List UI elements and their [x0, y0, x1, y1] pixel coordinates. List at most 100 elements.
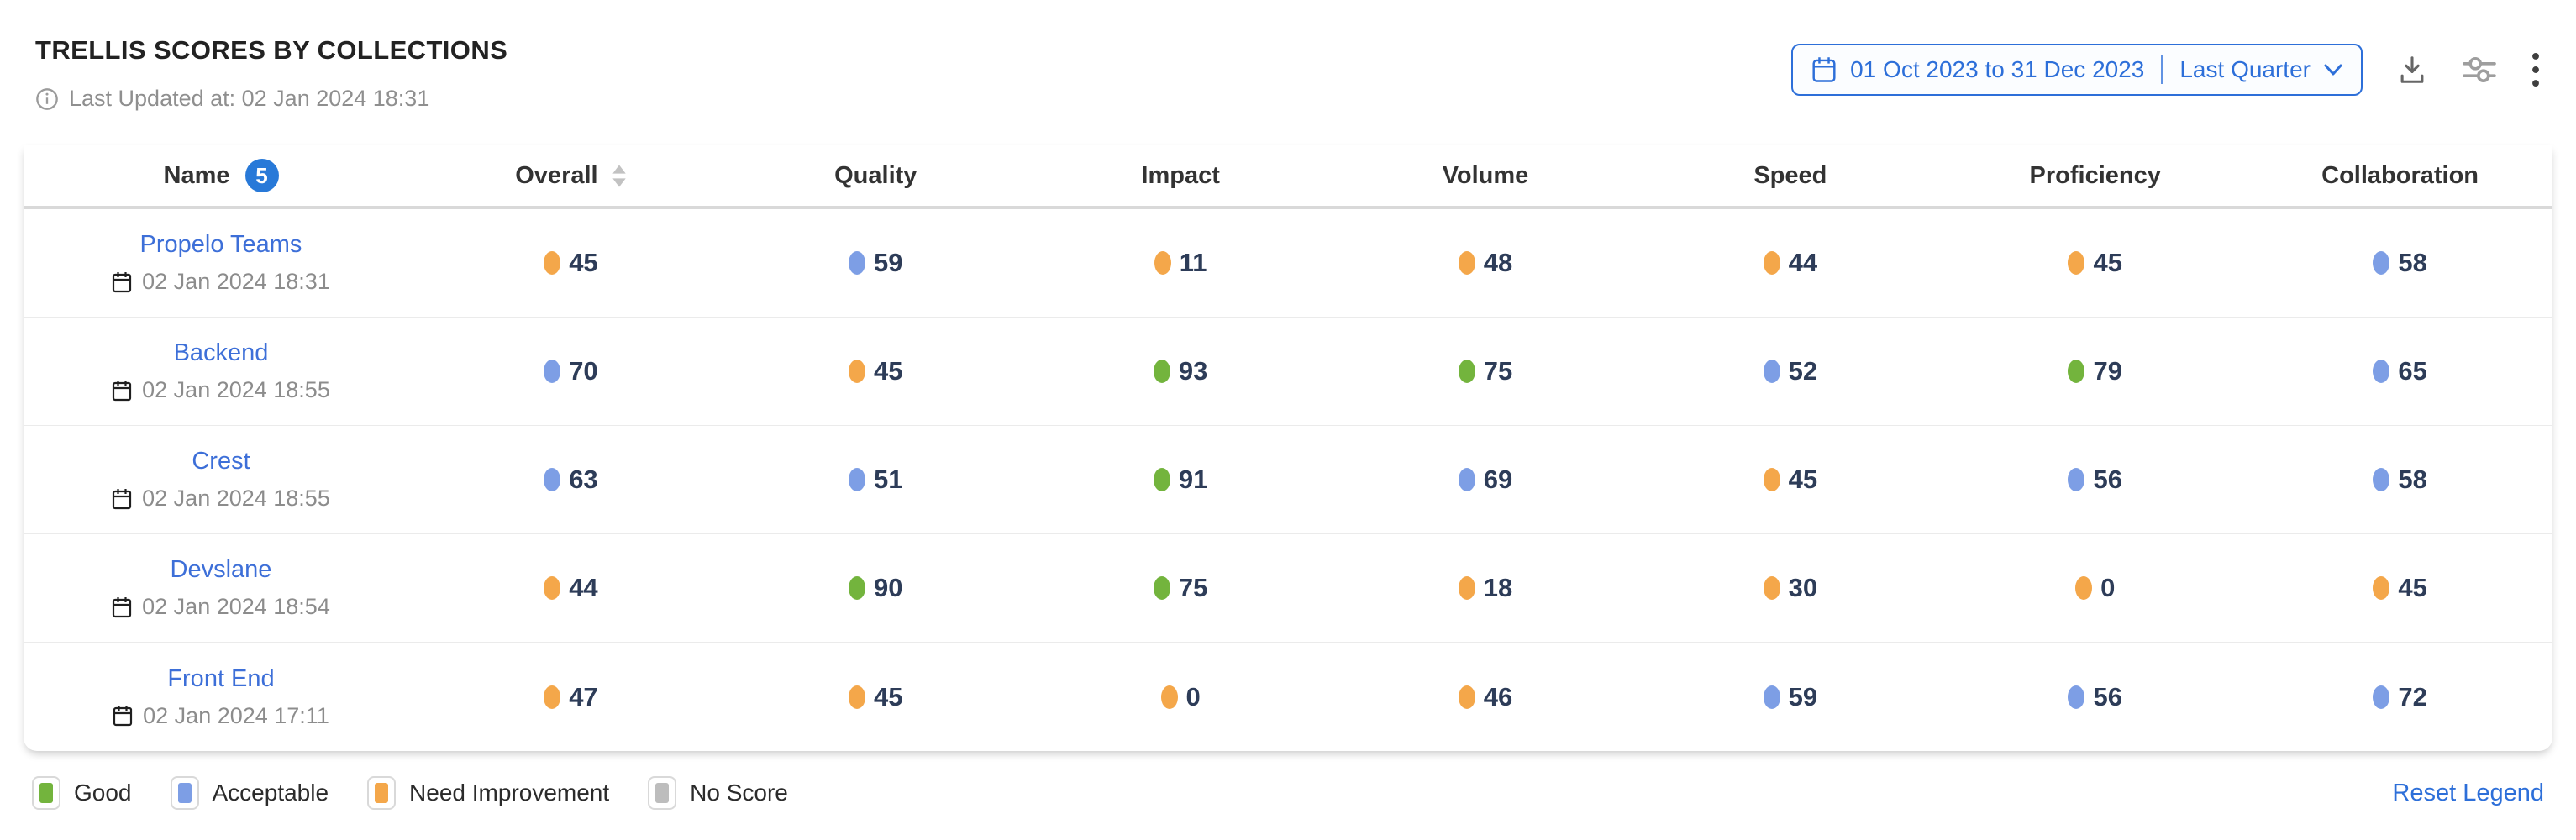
score-cell: 59 [1638, 643, 1943, 751]
column-label-collaboration: Collaboration [2321, 161, 2479, 189]
row-updated: 02 Jan 2024 17:11 [143, 702, 329, 728]
score-value: 11 [1179, 248, 1207, 277]
row-updated: 02 Jan 2024 18:55 [142, 486, 330, 511]
info-icon[interactable] [35, 87, 59, 111]
score-dot [1763, 468, 1780, 491]
date-range-text: 01 Oct 2023 to 31 Dec 2023 [1850, 56, 2145, 82]
score-value: 45 [569, 248, 598, 277]
table-row: Devslane 02 Jan 2024 18:54 44 90 75 18 30 0 45 [24, 534, 2552, 643]
date-range-picker[interactable]: 01 Oct 2023 to 31 Dec 2023 Last Quarter [1791, 44, 2363, 96]
score-value: 47 [569, 681, 598, 711]
column-header-quality: Quality [723, 145, 1028, 206]
score-cell: 56 [1943, 643, 2247, 751]
score-cell: 45 [723, 643, 1028, 751]
page-title: TRELLIS SCORES BY COLLECTIONS [35, 35, 508, 65]
score-dot [544, 360, 561, 383]
widget-header: TRELLIS SCORES BY COLLECTIONS Last Updat… [24, 0, 2552, 117]
name-cell: Devslane 02 Jan 2024 18:54 [24, 534, 418, 642]
score-value: 65 [2398, 356, 2427, 386]
score-dot [2068, 251, 2085, 275]
collection-link[interactable]: Crest [192, 448, 250, 475]
score-dot [849, 468, 866, 491]
column-label-quality: Quality [834, 161, 917, 189]
column-header-collaboration: Collaboration [2247, 145, 2552, 206]
legend-swatch-fill [375, 783, 389, 803]
table-header-row: Name 5 Overall Quality Impact Volume Spe… [24, 145, 2552, 209]
table-row: Propelo Teams 02 Jan 2024 18:31 45 59 11 48… [24, 209, 2552, 318]
legend-swatch [170, 776, 199, 810]
table-body: Propelo Teams 02 Jan 2024 18:31 45 59 11 48… [24, 209, 2552, 751]
column-header-impact: Impact [1028, 145, 1333, 206]
row-updated-line: 02 Jan 2024 18:55 [112, 486, 330, 512]
score-dot [1458, 576, 1475, 600]
score-cell: 48 [1333, 209, 1638, 317]
score-cell: 46 [1333, 643, 1638, 751]
score-cell: 58 [2247, 426, 2552, 533]
score-value: 44 [569, 573, 598, 602]
score-value: 52 [1788, 356, 1818, 386]
score-cell: 44 [418, 534, 723, 642]
collection-link[interactable]: Backend [173, 339, 269, 366]
score-dot [544, 468, 561, 491]
column-label-impact: Impact [1141, 161, 1220, 189]
score-dot [2075, 576, 2093, 600]
score-value: 45 [874, 356, 903, 386]
legend-label: Good [74, 780, 132, 806]
reset-legend-link[interactable]: Reset Legend [2392, 779, 2544, 806]
score-value: 46 [1483, 681, 1513, 711]
score-cell: 45 [723, 318, 1028, 425]
score-dot [544, 251, 561, 275]
column-label-name: Name [163, 161, 230, 189]
score-dot [2068, 360, 2085, 383]
row-updated: 02 Jan 2024 18:55 [142, 377, 330, 402]
legend-item-no-score[interactable]: No Score [648, 776, 788, 810]
score-cell: 79 [1943, 318, 2247, 425]
legend-item-good[interactable]: Good [32, 776, 132, 810]
collection-link[interactable]: Devslane [170, 556, 272, 583]
column-label-proficiency: Proficiency [2029, 161, 2161, 189]
legend-label: Acceptable [212, 780, 329, 806]
legend-item-acceptable[interactable]: Acceptable [170, 776, 329, 810]
name-cell: Front End 02 Jan 2024 17:11 [24, 643, 418, 751]
score-cell: 52 [1638, 318, 1943, 425]
last-updated-text: Last Updated at: 02 Jan 2024 18:31 [69, 86, 430, 111]
row-updated-line: 02 Jan 2024 18:54 [112, 594, 330, 620]
collection-link[interactable]: Propelo Teams [139, 231, 302, 258]
score-cell: 91 [1028, 426, 1333, 533]
score-dot [849, 360, 866, 383]
calendar-icon [112, 596, 132, 618]
score-dot [2068, 468, 2085, 491]
table-row: Crest 02 Jan 2024 18:55 63 51 91 69 45 56 58 [24, 426, 2552, 534]
score-dot [849, 251, 866, 275]
row-updated: 02 Jan 2024 18:31 [142, 269, 330, 294]
chevron-down-icon [2324, 64, 2342, 76]
legend-swatch [367, 776, 397, 810]
score-cell: 56 [1943, 426, 2247, 533]
score-value: 51 [874, 465, 903, 494]
score-cell: 63 [418, 426, 723, 533]
legend-bar: Good Acceptable Need Improvement No Score Re… [24, 751, 2552, 810]
score-cell: 51 [723, 426, 1028, 533]
scores-table: Name 5 Overall Quality Impact Volume Spe… [24, 145, 2552, 751]
score-value: 58 [2398, 465, 2427, 494]
sort-icon[interactable] [612, 164, 627, 187]
header-actions: 01 Oct 2023 to 31 Dec 2023 Last Quarter [1791, 44, 2541, 96]
widget-settings-button[interactable] [2462, 55, 2497, 85]
row-updated-line: 02 Jan 2024 17:11 [113, 703, 329, 729]
legend-item-need-improvement[interactable]: Need Improvement [367, 776, 609, 810]
score-value: 45 [2093, 248, 2122, 277]
row-count-badge: 5 [244, 159, 279, 192]
score-dot [1154, 251, 1171, 275]
calendar-icon [112, 488, 132, 510]
score-value: 90 [874, 573, 903, 602]
score-value: 0 [2100, 573, 2116, 602]
score-dot [849, 576, 866, 600]
score-dot [2373, 576, 2390, 600]
collection-link[interactable]: Front End [167, 664, 275, 692]
more-options-button[interactable] [2531, 52, 2541, 87]
score-dot [2373, 360, 2390, 383]
download-button[interactable] [2396, 54, 2428, 86]
score-cell: 72 [2247, 643, 2552, 751]
score-dot [1458, 685, 1475, 709]
